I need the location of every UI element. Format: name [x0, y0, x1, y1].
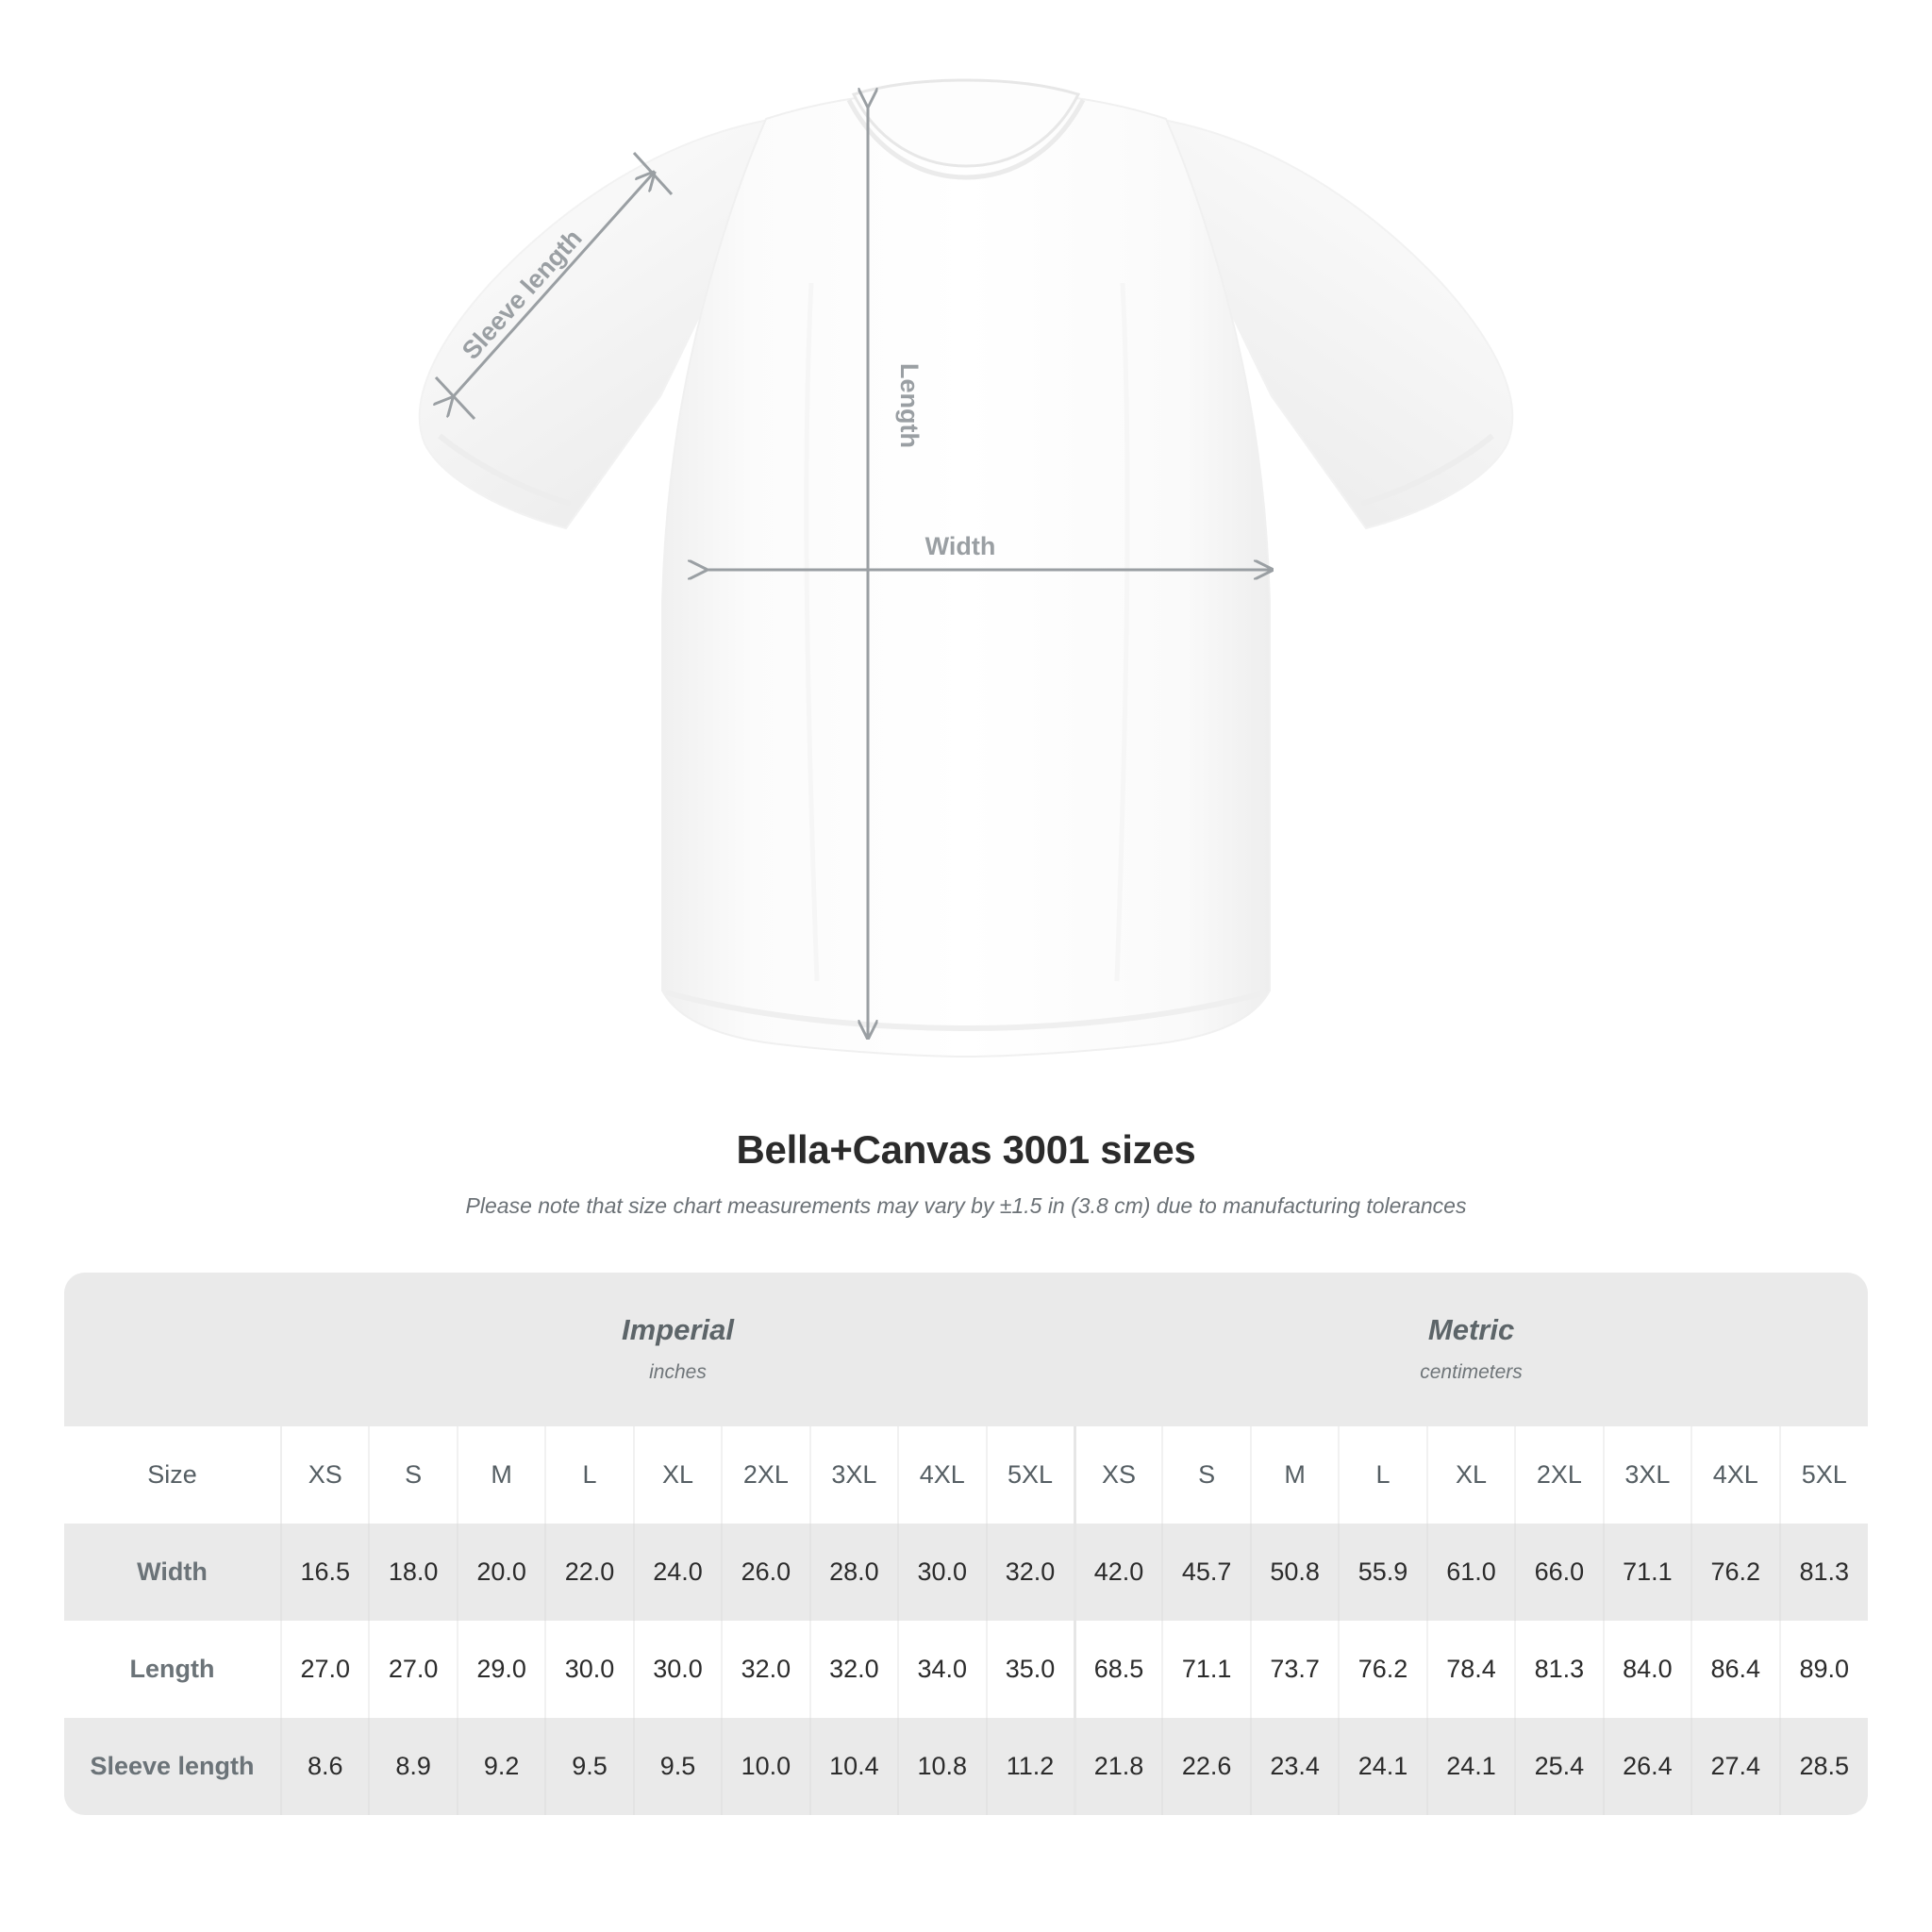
size-header-metric-5xl[interactable]: 5XL — [1779, 1426, 1869, 1524]
row-label-width: Width — [64, 1524, 282, 1621]
row-label-sleeve-length: Sleeve length — [64, 1718, 282, 1815]
size-header-metric-2xl[interactable]: 2XL — [1515, 1426, 1605, 1524]
table-row: Width 16.5 18.0 20.0 22.0 24.0 26.0 28.0 30.0 32.… — [64, 1524, 1869, 1621]
size-header-metric-xl[interactable]: XL — [1426, 1426, 1517, 1524]
size-header-imperial-s[interactable]: S — [369, 1426, 458, 1524]
cell-imperial: 29.0 — [457, 1621, 547, 1718]
cell-metric: 28.5 — [1779, 1718, 1869, 1815]
cell-metric: 76.2 — [1691, 1524, 1781, 1621]
cell-metric: 55.9 — [1339, 1524, 1428, 1621]
cell-imperial: 32.0 — [986, 1524, 1075, 1621]
size-header-label: Size — [64, 1426, 282, 1524]
unit-group-row: Imperial inches Metric centimeters — [64, 1273, 1869, 1426]
table-row: Length 27.0 27.0 29.0 30.0 30.0 32.0 32.0 34.0 35… — [64, 1621, 1869, 1718]
size-header-metric-m[interactable]: M — [1250, 1426, 1341, 1524]
cell-metric: 84.0 — [1603, 1621, 1693, 1718]
cell-metric: 42.0 — [1073, 1524, 1164, 1621]
cell-imperial: 9.5 — [633, 1718, 724, 1815]
cell-metric: 68.5 — [1073, 1621, 1164, 1718]
row-label-length: Length — [64, 1621, 282, 1718]
page-title: Bella+Canvas 3001 sizes — [736, 1127, 1196, 1172]
cell-metric: 89.0 — [1779, 1621, 1869, 1718]
cell-metric: 50.8 — [1250, 1524, 1341, 1621]
cell-imperial: 26.0 — [722, 1524, 811, 1621]
cell-imperial: 8.9 — [369, 1718, 458, 1815]
size-header-imperial-xl[interactable]: XL — [633, 1426, 724, 1524]
size-header-metric-xs[interactable]: XS — [1073, 1426, 1164, 1524]
size-header-imperial-2xl[interactable]: 2XL — [722, 1426, 811, 1524]
size-header-row: Size XS S M L XL 2XL 3XL 4XL 5XL XS S M L XL 2XL 3XL 4XL 5… — [64, 1426, 1869, 1524]
unit-group-subtitle: inches — [649, 1361, 707, 1383]
length-label: Length — [895, 363, 924, 448]
cell-metric: 24.1 — [1339, 1718, 1428, 1815]
size-header-metric-4xl[interactable]: 4XL — [1691, 1426, 1781, 1524]
cell-metric: 81.3 — [1779, 1524, 1869, 1621]
cell-imperial: 30.0 — [633, 1621, 724, 1718]
cell-metric: 24.1 — [1426, 1718, 1517, 1815]
size-header-metric-3xl[interactable]: 3XL — [1603, 1426, 1693, 1524]
cell-imperial: 8.6 — [281, 1718, 371, 1815]
cell-imperial: 22.0 — [545, 1524, 635, 1621]
unit-group-imperial: Imperial inches — [281, 1273, 1074, 1426]
cell-imperial: 18.0 — [369, 1524, 458, 1621]
size-header-metric-l[interactable]: L — [1339, 1426, 1428, 1524]
cell-imperial: 32.0 — [722, 1621, 811, 1718]
unit-group-name: Imperial — [622, 1313, 734, 1346]
cell-imperial: 16.5 — [281, 1524, 371, 1621]
cell-metric: 78.4 — [1426, 1621, 1517, 1718]
cell-metric: 73.7 — [1250, 1621, 1341, 1718]
sleeve-length-dimension-arrow — [436, 151, 674, 421]
cell-metric: 26.4 — [1603, 1718, 1693, 1815]
width-label: Width — [925, 532, 996, 560]
cell-metric: 23.4 — [1250, 1718, 1341, 1815]
cell-imperial: 11.2 — [986, 1718, 1075, 1815]
cell-metric: 25.4 — [1515, 1718, 1605, 1815]
unit-group-subtitle: centimeters — [1420, 1361, 1523, 1383]
title-block: Bella+Canvas 3001 sizes Please note that… — [0, 1127, 1932, 1219]
cell-metric: 66.0 — [1515, 1524, 1605, 1621]
cell-imperial: 35.0 — [986, 1621, 1075, 1718]
size-chart-table: Imperial inches Metric centimeters Size XS S M L… — [64, 1273, 1869, 1815]
cell-metric: 71.1 — [1603, 1524, 1693, 1621]
cell-metric: 45.7 — [1162, 1524, 1252, 1621]
cell-imperial: 32.0 — [809, 1621, 900, 1718]
cell-imperial: 30.0 — [898, 1524, 988, 1621]
cell-metric: 61.0 — [1426, 1524, 1517, 1621]
cell-imperial: 30.0 — [545, 1621, 635, 1718]
size-header-imperial-4xl[interactable]: 4XL — [898, 1426, 988, 1524]
cell-metric: 76.2 — [1339, 1621, 1428, 1718]
cell-imperial: 10.8 — [898, 1718, 988, 1815]
cell-imperial: 27.0 — [281, 1621, 371, 1718]
tolerance-note: Please note that size chart measurements… — [465, 1193, 1467, 1218]
cell-imperial: 34.0 — [898, 1621, 988, 1718]
size-header-metric-s[interactable]: S — [1162, 1426, 1252, 1524]
cell-imperial: 9.2 — [457, 1718, 547, 1815]
table-row: Sleeve length 8.6 8.9 9.2 9.5 9.5 10.0 10.4 10.8… — [64, 1718, 1869, 1815]
size-header-imperial-m[interactable]: M — [457, 1426, 547, 1524]
cell-metric: 81.3 — [1515, 1621, 1605, 1718]
size-header-imperial-3xl[interactable]: 3XL — [809, 1426, 900, 1524]
size-header-imperial-l[interactable]: L — [545, 1426, 635, 1524]
cell-metric: 22.6 — [1162, 1718, 1252, 1815]
unit-group-name: Metric — [1427, 1313, 1515, 1346]
tshirt-measurement-illustration: Sleeve length Length Width — [418, 78, 1514, 1058]
cell-metric: 21.8 — [1073, 1718, 1164, 1815]
cell-imperial: 28.0 — [809, 1524, 900, 1621]
cell-metric: 71.1 — [1162, 1621, 1252, 1718]
unit-row-corner — [64, 1273, 281, 1426]
cell-metric: 27.4 — [1691, 1718, 1781, 1815]
size-header-imperial-xs[interactable]: XS — [281, 1426, 371, 1524]
unit-group-metric: Metric centimeters — [1074, 1273, 1869, 1426]
cell-imperial: 24.0 — [633, 1524, 724, 1621]
cell-metric: 86.4 — [1691, 1621, 1781, 1718]
cell-imperial: 9.5 — [545, 1718, 635, 1815]
size-header-imperial-5xl[interactable]: 5XL — [986, 1426, 1075, 1524]
cell-imperial: 10.0 — [722, 1718, 811, 1815]
size-chart-table-container: Imperial inches Metric centimeters Size XS S M L… — [64, 1273, 1869, 1815]
cell-imperial: 20.0 — [457, 1524, 547, 1621]
cell-imperial: 27.0 — [369, 1621, 458, 1718]
cell-imperial: 10.4 — [809, 1718, 900, 1815]
